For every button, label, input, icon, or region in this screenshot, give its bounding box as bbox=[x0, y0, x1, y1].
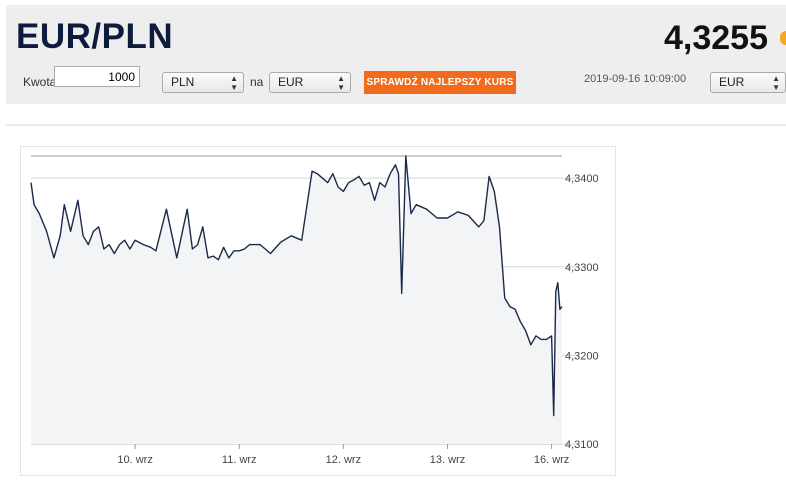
y-tick-label: 4,3300 bbox=[565, 262, 599, 274]
rate-timestamp: 2019-09-16 10:09:00 bbox=[584, 73, 687, 85]
series-line bbox=[30, 155, 563, 417]
check-best-rate-button[interactable]: SPRAWDŹ NAJLEPSZY KURS bbox=[364, 71, 516, 94]
x-tick-label: 12. wrz bbox=[326, 454, 361, 466]
y-tick-label: 4,3400 bbox=[565, 173, 599, 185]
currency-pair-title: EUR/PLN bbox=[16, 17, 174, 56]
from-currency-select[interactable]: PLN ▲ ▼ bbox=[162, 72, 244, 93]
series-area bbox=[31, 156, 562, 444]
x-tick-label: 13. wrz bbox=[430, 454, 465, 466]
x-tick-label: 16. wrz bbox=[534, 454, 569, 466]
amount-label: Kwota bbox=[23, 75, 57, 89]
select-arrows-icon: ▲ ▼ bbox=[337, 74, 345, 92]
to-label: na bbox=[250, 75, 264, 89]
to-currency-select[interactable]: EUR ▲ ▼ bbox=[269, 72, 351, 93]
amount-input[interactable] bbox=[54, 66, 140, 87]
current-rate: 4,3255 bbox=[664, 19, 768, 57]
select-arrows-icon: ▲ ▼ bbox=[230, 74, 238, 92]
from-currency-value: PLN bbox=[171, 75, 195, 89]
x-axis-ticks: 10. wrz 11. wrz 12. wrz 13. wrz 16. wrz bbox=[117, 444, 569, 466]
y-tick-label: 4,3100 bbox=[565, 439, 599, 451]
select-arrows-icon: ▲ ▼ bbox=[772, 74, 780, 92]
chart-currency-value: EUR bbox=[719, 75, 745, 89]
y-axis-ticks: 4,3100 4,3200 4,3300 4,3400 bbox=[565, 173, 599, 451]
y-tick-label: 4,3200 bbox=[565, 350, 599, 362]
x-tick-label: 10. wrz bbox=[117, 454, 152, 466]
section-divider bbox=[6, 124, 786, 126]
x-tick-label: 11. wrz bbox=[222, 454, 257, 466]
rate-indicator-icon bbox=[780, 31, 786, 45]
to-currency-value: EUR bbox=[278, 75, 304, 89]
chart-currency-select[interactable]: EUR ▲ ▼ bbox=[710, 72, 786, 93]
